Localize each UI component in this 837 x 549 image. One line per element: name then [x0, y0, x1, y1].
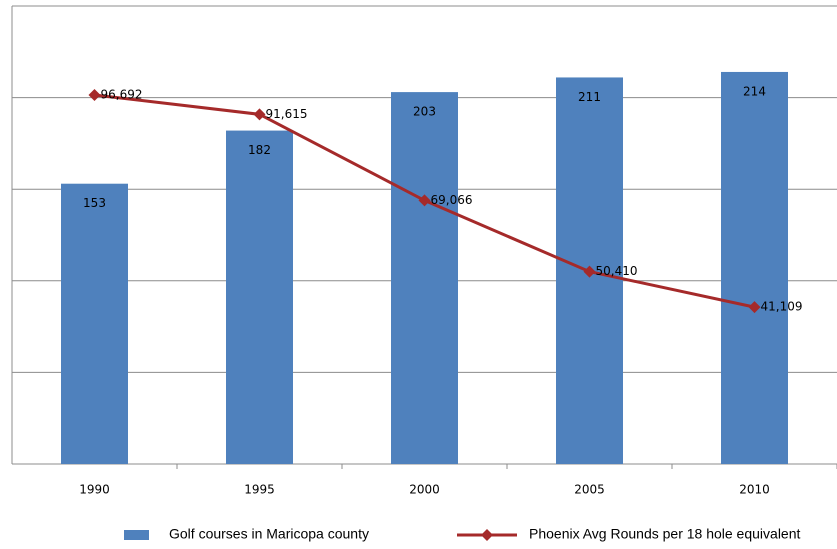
marker: [748, 301, 761, 314]
bar-label: 214: [743, 84, 766, 98]
bar-label: 153: [83, 196, 106, 210]
line-label: 69,066: [431, 193, 473, 207]
bar: [391, 92, 458, 464]
marker: [253, 108, 266, 121]
x-tick-label: 2010: [739, 483, 770, 497]
bar-label: 211: [578, 90, 601, 104]
legend-label: Phoenix Avg Rounds per 18 hole equivalen…: [529, 526, 800, 542]
x-tick-label: 1995: [244, 483, 275, 497]
bar-label: 203: [413, 105, 436, 119]
line-label: 91,615: [266, 107, 308, 121]
bar: [226, 130, 293, 465]
marker: [88, 88, 101, 101]
line-label: 96,692: [101, 87, 143, 101]
x-tick-label: 1990: [79, 483, 110, 497]
legend-swatch: [124, 530, 149, 540]
x-tick-label: 2000: [409, 483, 440, 497]
legend-marker: [481, 529, 493, 541]
marker: [583, 265, 596, 278]
line-label: 41,109: [761, 300, 803, 314]
bar: [721, 71, 788, 465]
bar-label: 182: [248, 143, 271, 157]
line-label: 50,410: [596, 264, 638, 278]
marker: [418, 194, 431, 207]
legend-label: Golf courses in Maricopa county: [169, 526, 369, 542]
x-tick-label: 2005: [574, 483, 605, 497]
bar: [61, 183, 128, 465]
